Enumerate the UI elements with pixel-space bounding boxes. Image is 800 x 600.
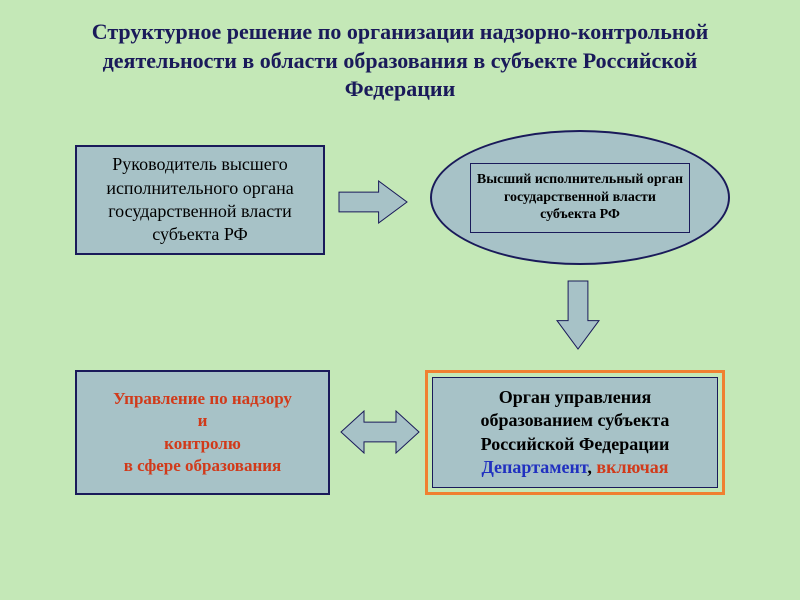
- sup-line1: Управление по надзору: [113, 388, 292, 410]
- sup-line4: в сфере образования: [124, 455, 282, 477]
- title-text: Структурное решение по организации надзо…: [92, 19, 709, 101]
- sup-line3: контролю: [164, 433, 241, 455]
- leader-line4: субъекта РФ: [152, 223, 248, 246]
- node-dept-outer: Орган управления образованием субъекта Р…: [425, 370, 725, 495]
- exec-line2: государственной власти: [477, 189, 683, 207]
- node-dept: Орган управления образованием субъекта Р…: [432, 377, 718, 488]
- dept-red: включая: [596, 457, 668, 477]
- dept-blue: Департамент: [481, 457, 587, 477]
- leader-line2: исполнительного органа: [106, 177, 293, 200]
- dept-line3: Российской Федерации: [481, 433, 670, 456]
- leader-line3: государственной власти: [108, 200, 292, 223]
- sup-line2: и: [198, 410, 208, 432]
- node-leader: Руководитель высшего исполнительного орг…: [75, 145, 325, 255]
- dept-line4: Департамент, включая: [481, 456, 668, 479]
- node-exec-body-ellipse: Высший исполнительный орган государствен…: [430, 130, 730, 265]
- arrow-right-icon: [338, 180, 408, 224]
- page-title: Структурное решение по организации надзо…: [0, 0, 800, 104]
- arrow-bidir-icon: [340, 410, 420, 454]
- node-exec-body-box: Высший исполнительный орган государствен…: [470, 163, 690, 233]
- node-supervision: Управление по надзору и контролю в сфере…: [75, 370, 330, 495]
- dept-line1: Орган управления: [499, 386, 652, 409]
- exec-line3: субъекта РФ: [477, 206, 683, 224]
- arrow-down-icon: [556, 280, 600, 350]
- exec-line1: Высший исполнительный орган: [477, 171, 683, 189]
- dept-line2: образованием субъекта: [481, 409, 670, 432]
- leader-line1: Руководитель высшего: [112, 153, 287, 176]
